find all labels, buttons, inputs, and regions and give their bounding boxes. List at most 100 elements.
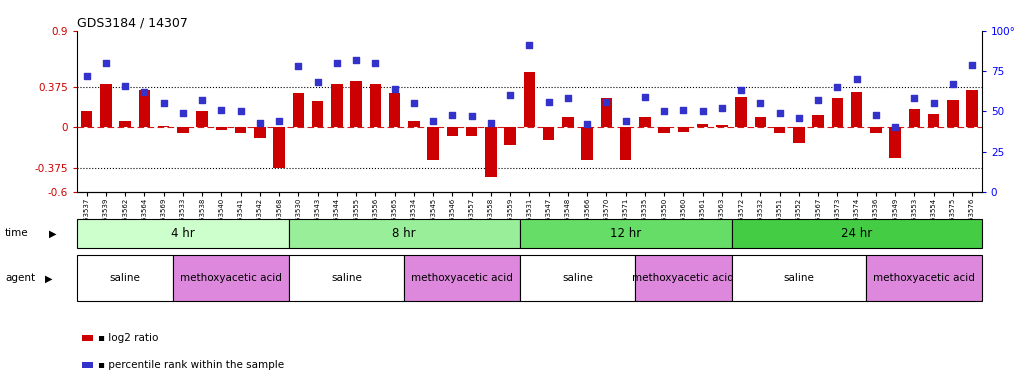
Bar: [289, 219, 520, 248]
Bar: [520, 255, 635, 301]
Bar: [620, 127, 631, 160]
Point: [213, 107, 229, 113]
Point: [945, 81, 961, 87]
Point: [367, 60, 383, 66]
Bar: [732, 219, 982, 248]
Bar: [812, 114, 823, 127]
Bar: [889, 127, 901, 157]
Point: [329, 60, 345, 66]
Bar: [774, 127, 785, 133]
Bar: [697, 124, 708, 127]
Text: methoxyacetic acid: methoxyacetic acid: [411, 273, 513, 283]
Text: agent: agent: [5, 273, 35, 283]
Bar: [505, 127, 516, 145]
Bar: [370, 84, 381, 127]
Bar: [832, 98, 843, 127]
Point: [252, 119, 268, 126]
Bar: [216, 127, 227, 130]
Bar: [404, 255, 520, 301]
Point: [521, 42, 538, 48]
Text: time: time: [5, 228, 29, 238]
Bar: [81, 111, 93, 127]
Bar: [755, 117, 766, 127]
Bar: [794, 127, 805, 142]
Point: [810, 97, 827, 103]
Point: [656, 108, 672, 114]
Point: [290, 63, 306, 69]
Bar: [717, 125, 728, 127]
Bar: [870, 127, 882, 133]
Bar: [909, 109, 920, 127]
Point: [347, 57, 364, 63]
Text: 4 hr: 4 hr: [171, 227, 195, 240]
Text: ▶: ▶: [49, 228, 57, 238]
Point: [887, 124, 904, 131]
Point: [406, 100, 423, 106]
Bar: [851, 92, 862, 127]
Text: 24 hr: 24 hr: [841, 227, 872, 240]
Text: 8 hr: 8 hr: [393, 227, 416, 240]
Point: [444, 111, 461, 118]
Point: [579, 121, 595, 127]
Point: [559, 95, 576, 101]
Point: [752, 100, 769, 106]
Point: [309, 79, 326, 85]
Bar: [196, 111, 208, 127]
Bar: [466, 127, 477, 136]
Bar: [520, 219, 732, 248]
Bar: [408, 121, 419, 127]
Point: [464, 113, 480, 119]
Bar: [867, 255, 982, 301]
Point: [868, 111, 884, 118]
Text: saline: saline: [331, 273, 362, 283]
Bar: [732, 255, 867, 301]
Bar: [351, 81, 362, 127]
Point: [906, 95, 922, 101]
Text: saline: saline: [110, 273, 141, 283]
Bar: [639, 117, 651, 127]
Text: ▪ log2 ratio: ▪ log2 ratio: [98, 333, 158, 343]
Text: saline: saline: [783, 273, 814, 283]
Bar: [174, 255, 289, 301]
Point: [733, 87, 749, 93]
Point: [425, 118, 441, 124]
Point: [964, 61, 981, 68]
Bar: [635, 255, 732, 301]
Text: 12 hr: 12 hr: [610, 227, 641, 240]
Bar: [158, 126, 170, 127]
Point: [925, 100, 942, 106]
Point: [541, 99, 557, 105]
Point: [155, 100, 172, 106]
Bar: [562, 117, 574, 127]
Text: methoxyacetic acid: methoxyacetic acid: [873, 273, 975, 283]
Point: [137, 89, 153, 95]
Point: [713, 105, 730, 111]
Point: [117, 83, 134, 89]
Point: [194, 97, 211, 103]
Point: [98, 60, 114, 66]
Bar: [77, 255, 174, 301]
Bar: [600, 98, 613, 127]
Point: [232, 108, 249, 114]
Bar: [523, 71, 536, 127]
Bar: [139, 90, 150, 127]
Point: [636, 94, 653, 100]
Text: ▪ percentile rank within the sample: ▪ percentile rank within the sample: [98, 360, 284, 370]
Bar: [311, 101, 324, 127]
Bar: [928, 114, 940, 127]
Bar: [177, 127, 189, 133]
Point: [675, 107, 692, 113]
Bar: [446, 127, 458, 136]
Bar: [119, 121, 131, 127]
Bar: [966, 90, 978, 127]
Text: GDS3184 / 14307: GDS3184 / 14307: [77, 17, 188, 30]
Bar: [77, 219, 289, 248]
Text: ▶: ▶: [45, 273, 52, 283]
Point: [271, 118, 288, 124]
Point: [791, 115, 807, 121]
Bar: [658, 127, 670, 133]
Bar: [389, 93, 401, 127]
Bar: [100, 84, 112, 127]
Text: methoxyacetic acid: methoxyacetic acid: [180, 273, 282, 283]
Text: methoxyacetic acid: methoxyacetic acid: [632, 273, 734, 283]
